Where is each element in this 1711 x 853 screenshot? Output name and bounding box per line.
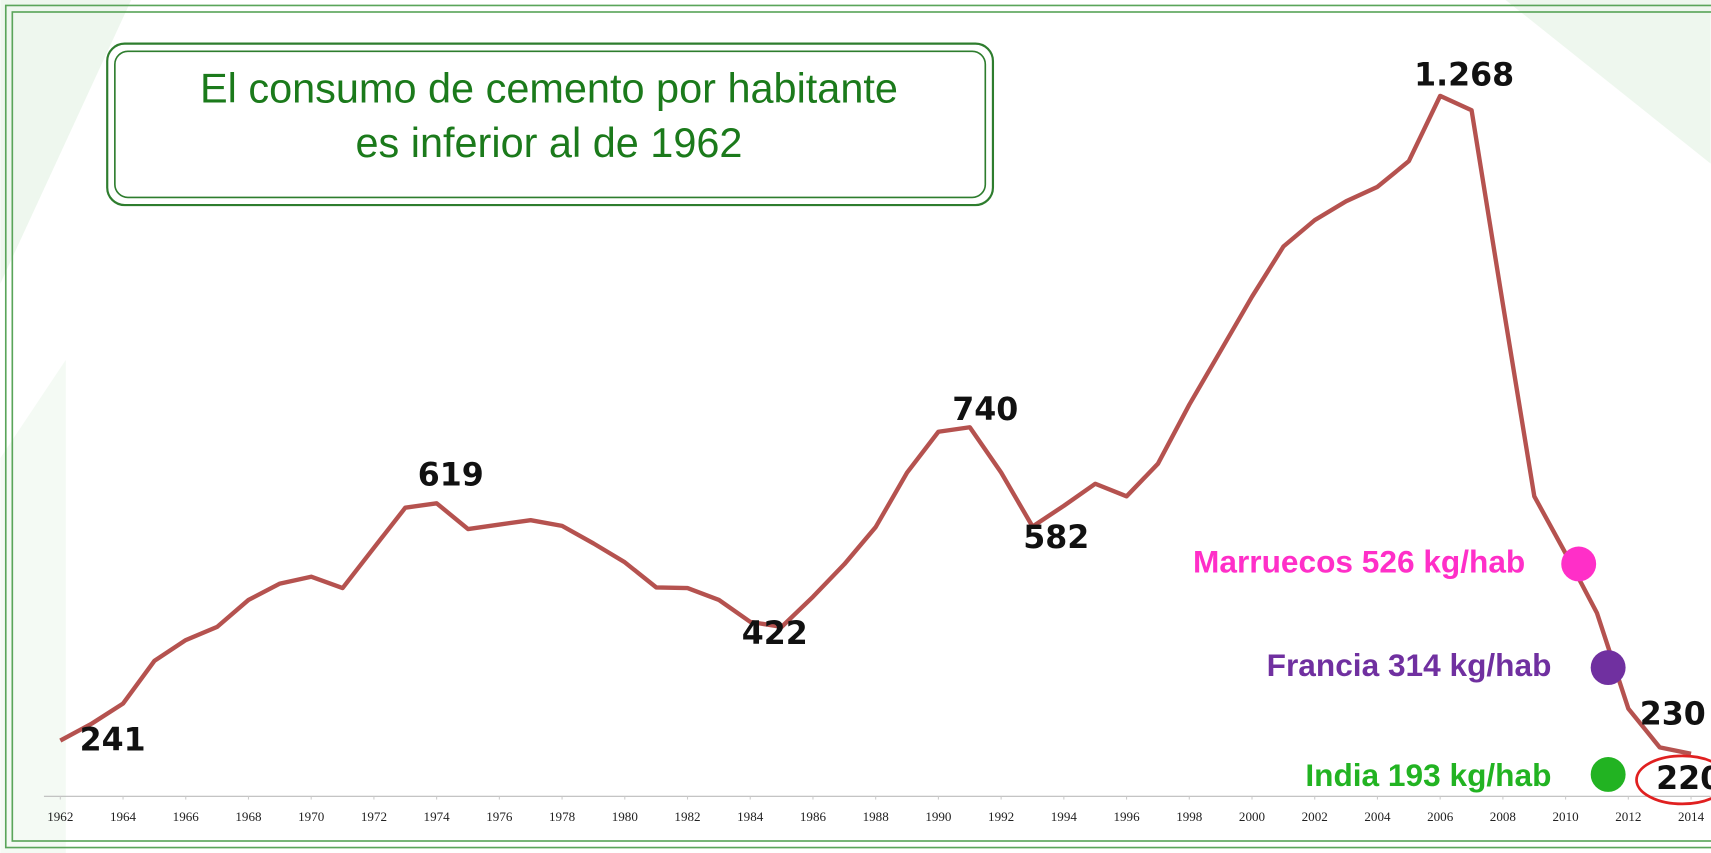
x-tick-label: 2000 <box>1239 809 1266 824</box>
x-tick-label: 2014 <box>1678 809 1705 824</box>
x-tick-label: 1990 <box>925 809 952 824</box>
x-tick-label: 2008 <box>1490 809 1517 824</box>
x-tick-label: 1968 <box>235 809 262 824</box>
frame-outer <box>4 4 1711 849</box>
data-label: 619 <box>418 458 484 494</box>
annotation-dot <box>1561 546 1597 582</box>
data-label: 740 <box>952 392 1018 428</box>
data-label: 220 <box>1656 761 1711 797</box>
decor-shape <box>1505 0 1711 164</box>
x-tick-label: 1980 <box>612 809 639 824</box>
x-tick-label: 1966 <box>173 809 200 824</box>
data-label: 241 <box>80 723 146 759</box>
annotation-text: India 193 kg/hab <box>1305 757 1551 793</box>
decor-shape <box>0 359 66 853</box>
x-tick-label: 1982 <box>674 809 700 824</box>
x-tick-label: 1962 <box>47 809 73 824</box>
data-label: 422 <box>742 616 808 652</box>
data-line <box>59 93 1692 756</box>
x-tick-label: 1984 <box>737 809 764 824</box>
x-tick-label: 2004 <box>1364 809 1391 824</box>
x-tick-label: 1970 <box>298 809 325 824</box>
x-tick-label: 1976 <box>486 809 513 824</box>
x-tick-label: 1998 <box>1176 809 1203 824</box>
title-box-inner <box>114 50 987 199</box>
chart-title: es inferior al de 1962 <box>355 119 742 166</box>
annotation-text: Francia 314 kg/hab <box>1267 647 1552 683</box>
chart-title: El consumo de cemento por habitante <box>200 65 898 112</box>
highlight-ring <box>1635 754 1711 806</box>
x-tick-label: 1972 <box>361 809 387 824</box>
decor-shape <box>0 0 132 284</box>
title-box-outer <box>106 42 995 207</box>
data-label: 1.268 <box>1414 57 1514 93</box>
x-tick-label: 2010 <box>1553 809 1580 824</box>
x-tick-label: 2002 <box>1302 809 1328 824</box>
annotation-text: Marruecos 526 kg/hab <box>1193 543 1525 579</box>
x-tick-label: 1974 <box>424 809 451 824</box>
x-tick-label: 2012 <box>1615 809 1641 824</box>
annotation-dot <box>1590 757 1626 792</box>
x-tick-label: 1988 <box>863 809 890 824</box>
x-tick-label: 1978 <box>549 809 576 824</box>
x-tick-label: 2006 <box>1427 809 1454 824</box>
data-label: 230 <box>1640 697 1706 733</box>
x-tick-label: 1964 <box>110 809 137 824</box>
x-tick-label: 1996 <box>1113 809 1140 824</box>
data-label: 582 <box>1023 520 1089 556</box>
x-tick-label: 1994 <box>1051 809 1078 824</box>
frame-inner <box>11 11 1711 842</box>
x-tick-label: 1992 <box>988 809 1014 824</box>
annotation-dot <box>1590 650 1626 686</box>
x-tick-label: 1986 <box>800 809 827 824</box>
